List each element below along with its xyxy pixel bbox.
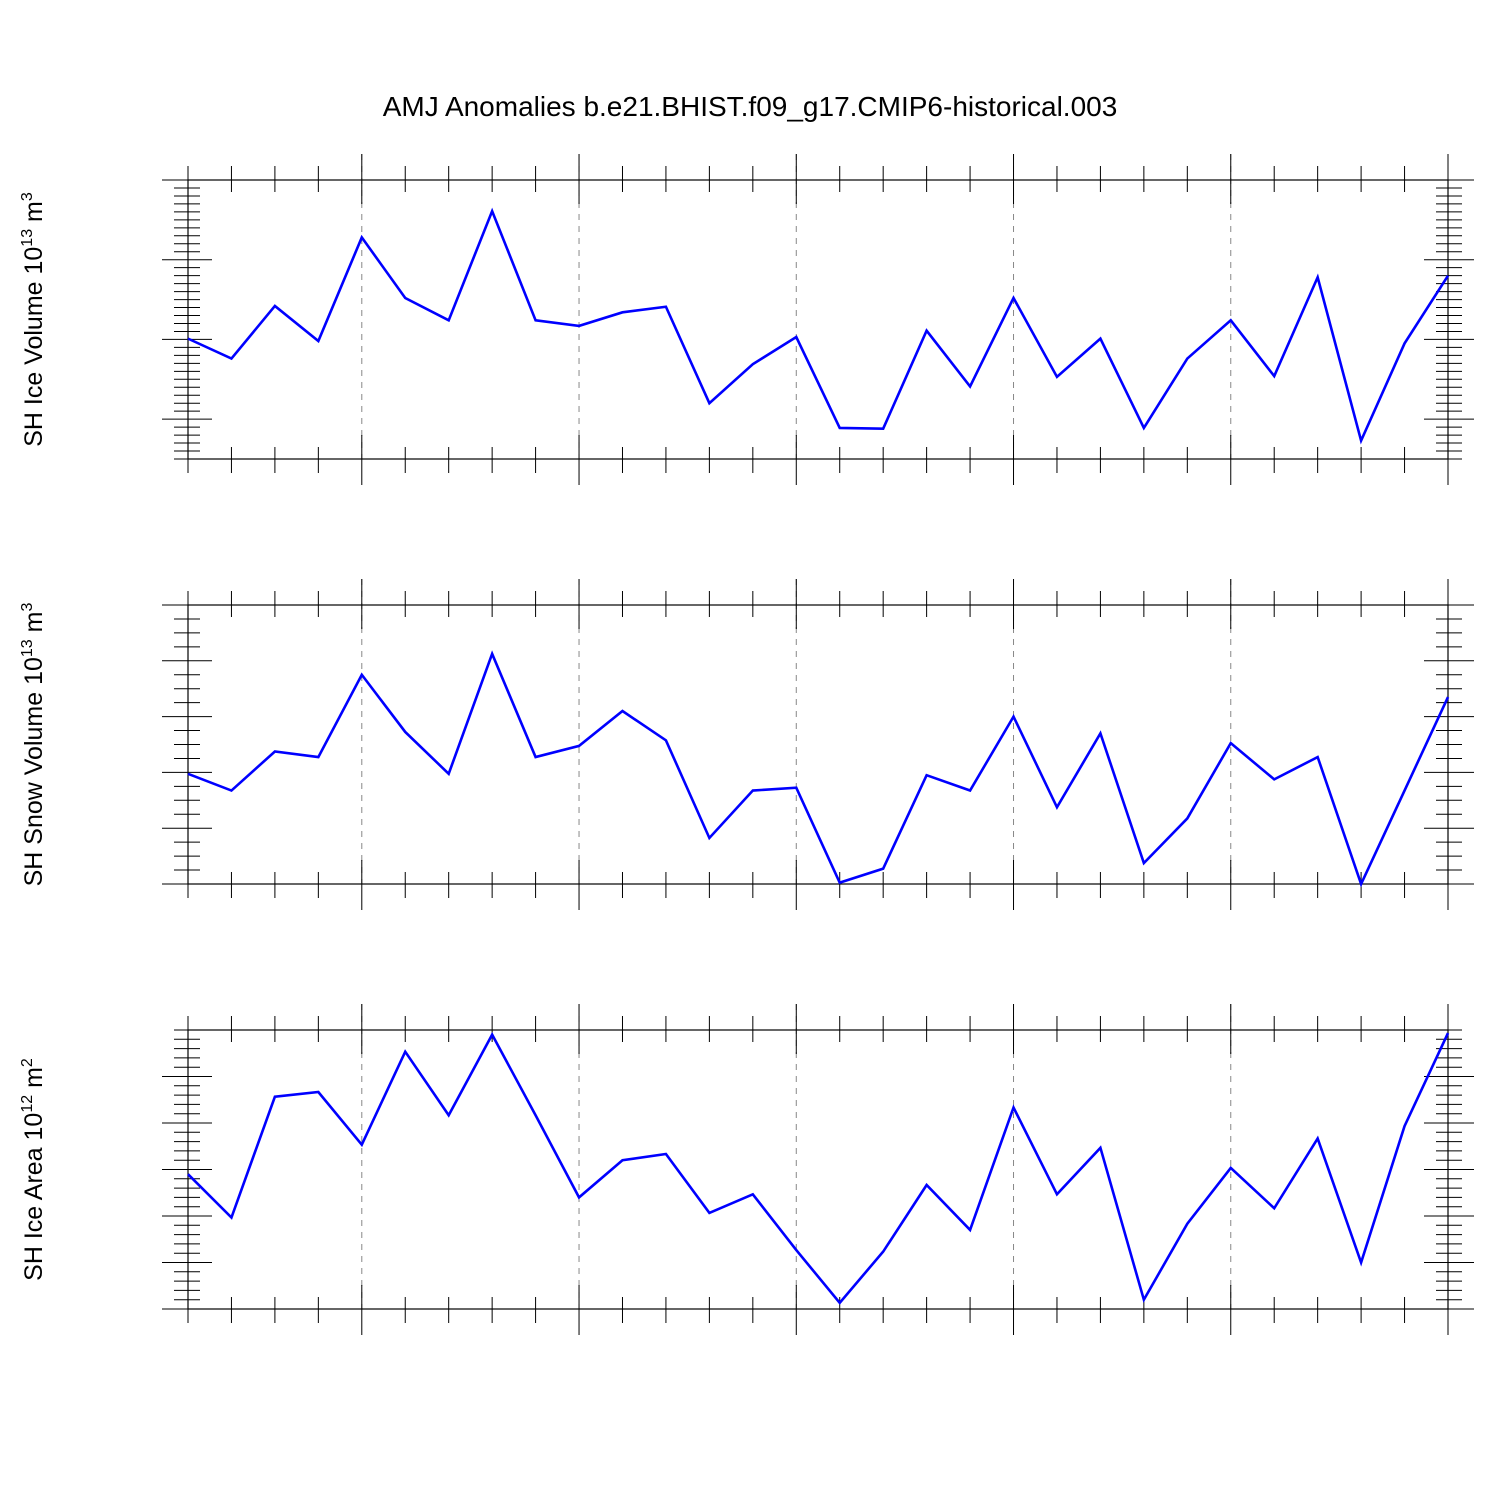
- y-axis-label-superscript: 13: [19, 229, 36, 247]
- y-axis-label-text: m: [20, 201, 48, 229]
- panel-snow-volume: SH Snow Volume 1013 m3: [19, 579, 1474, 910]
- plot-frame: [187, 604, 1449, 885]
- y-axis-label-superscript: 12: [19, 1095, 36, 1113]
- chart-title: AMJ Anomalies b.e21.BHIST.f09_g17.CMIP6-…: [383, 91, 1118, 122]
- series-line-snow-volume: [187, 650, 1450, 888]
- plot-frame: [187, 1029, 1449, 1310]
- y-axis-label: SH Snow Volume 1013 m3: [19, 603, 48, 887]
- y-axis-label-text: SH Ice Volume 10: [20, 247, 48, 447]
- plot-frame: [187, 179, 1449, 460]
- y-axis-label: SH Ice Volume 1013 m3: [19, 192, 48, 447]
- series-line-ice-volume: [187, 207, 1450, 445]
- y-axis-label-text: SH Snow Volume 10: [20, 657, 48, 886]
- panel-ice-volume: SH Ice Volume 1013 m3: [19, 154, 1474, 485]
- y-axis-label-superscript: 2: [19, 1058, 36, 1067]
- y-axis-label-superscript: 13: [19, 639, 36, 657]
- series-line-ice-area: [187, 1031, 1450, 1305]
- panel-ice-area: SH Ice Area 1012 m2: [19, 1004, 1474, 1335]
- y-axis-label-text: SH Ice Area 10: [20, 1113, 48, 1281]
- y-axis-label-superscript: 3: [19, 603, 36, 612]
- y-axis-label-text: m: [20, 612, 48, 640]
- y-axis-label: SH Ice Area 1012 m2: [19, 1058, 48, 1281]
- y-axis-label-text: m: [20, 1067, 48, 1095]
- y-axis-label-superscript: 3: [19, 192, 36, 201]
